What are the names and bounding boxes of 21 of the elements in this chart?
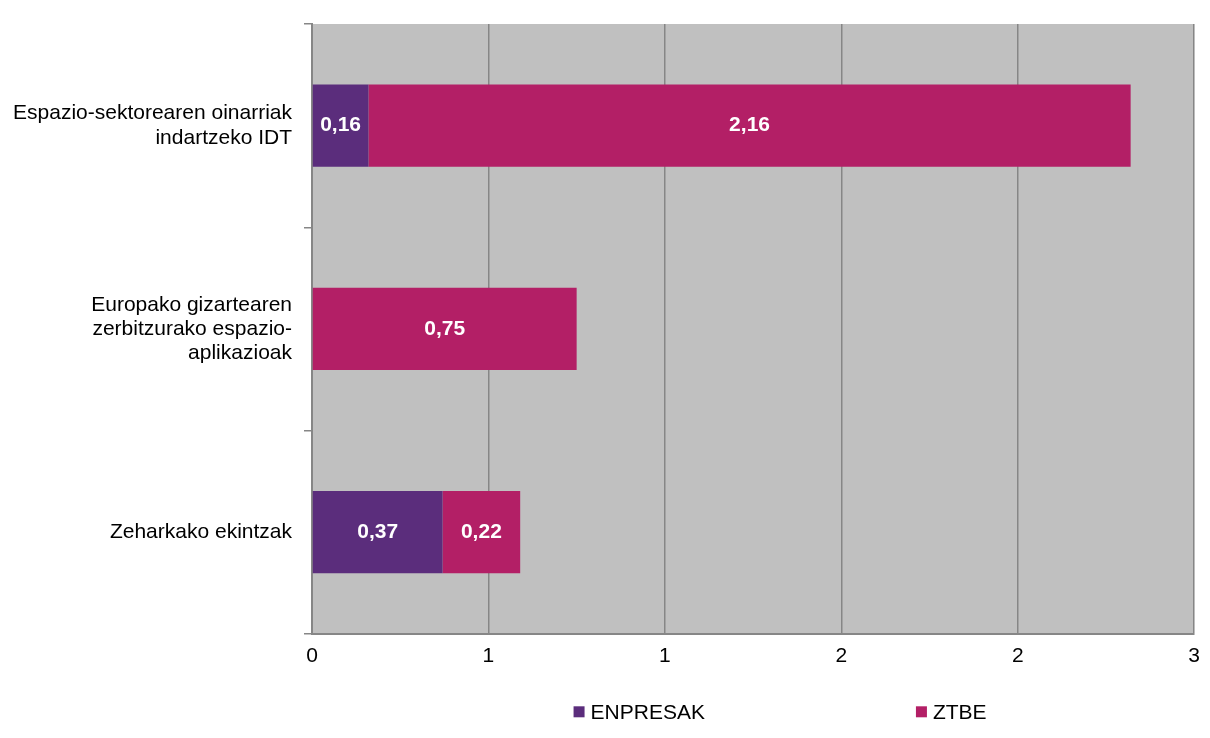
bar	[442, 491, 521, 574]
y-tick-label: Espazio-sektorearen oinarriak indartzeko IDT	[13, 100, 293, 148]
bar	[312, 84, 369, 167]
data-label: 0,16	[320, 112, 362, 136]
x-tick-label: 0	[306, 643, 318, 667]
data-label: 2,16	[729, 112, 770, 136]
x-tick-label: 2	[835, 643, 848, 667]
legend-label: ENPRESAK	[590, 699, 705, 723]
x-tick-label: 1	[659, 643, 671, 667]
y-tick-label: Europako gizartearen zerbitzurako espazio-aplikazioak	[91, 291, 293, 363]
y-tick-label: Zeharkako ekintzak	[109, 518, 293, 542]
x-tick-label: 1	[482, 643, 495, 667]
x-tick-label: 2	[1011, 643, 1024, 667]
data-label: 0,75	[424, 315, 466, 339]
data-label: 0,37	[357, 518, 399, 542]
data-label: 0,22	[460, 518, 502, 542]
bar	[312, 491, 443, 574]
legend-label: ZTBE	[932, 699, 987, 723]
x-tick-label: 3	[1188, 643, 1200, 667]
bar	[312, 287, 577, 371]
bar	[368, 84, 1131, 167]
